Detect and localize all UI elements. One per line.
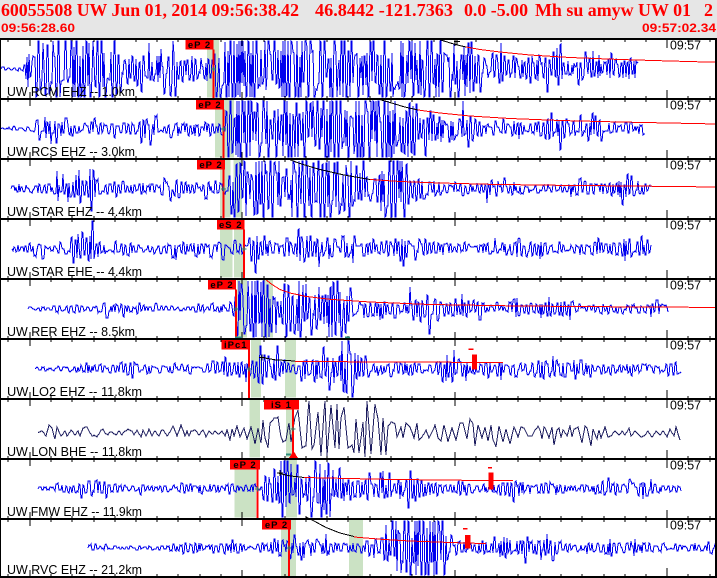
svg-text:09:57: 09:57	[670, 278, 701, 293]
svg-text:09:57: 09:57	[670, 398, 701, 413]
svg-text:Mh su amyw UW 01: Mh su amyw UW 01	[535, 0, 691, 20]
svg-text:09:57: 09:57	[670, 98, 701, 113]
svg-text:UW LO2 EHZ -- 11.8km: UW LO2 EHZ -- 11.8km	[7, 385, 142, 399]
svg-text:09:57:02.34: 09:57:02.34	[642, 21, 716, 35]
svg-text:09:57: 09:57	[670, 158, 701, 173]
svg-text:eP 2: eP 2	[188, 40, 211, 51]
svg-text:09:56:28.60: 09:56:28.60	[1, 21, 75, 35]
svg-text:UW STAR EHE -- 4.4km: UW STAR EHE -- 4.4km	[7, 265, 142, 279]
svg-text:0.0 -5.00: 0.0 -5.00	[464, 0, 528, 20]
svg-text:UW RCS EHZ -- 3.0km: UW RCS EHZ -- 3.0km	[7, 145, 135, 159]
svg-text:eP 2: eP 2	[199, 160, 222, 171]
svg-text:60055508 UW Jun 01, 2014 09:56: 60055508 UW Jun 01, 2014 09:56:38.42	[1, 0, 299, 20]
svg-text:eP 2: eP 2	[210, 280, 233, 291]
svg-text:eP 2: eP 2	[265, 520, 288, 531]
svg-text:eP 2: eP 2	[198, 100, 221, 111]
svg-text:eS 2: eS 2	[219, 220, 243, 231]
svg-text:iPc1: iPc1	[224, 340, 248, 351]
svg-text:UW LON BHE -- 11.8km: UW LON BHE -- 11.8km	[7, 445, 142, 459]
svg-text:UW STAR EHZ -- 4.4km: UW STAR EHZ -- 4.4km	[7, 205, 142, 219]
svg-text:09:57: 09:57	[670, 338, 701, 353]
svg-text:iS 1: iS 1	[271, 400, 292, 411]
svg-text:eP 2: eP 2	[233, 460, 256, 471]
svg-text:UW FMW EHZ -- 11.9km: UW FMW EHZ -- 11.9km	[7, 505, 142, 519]
svg-text:09:57: 09:57	[670, 38, 701, 53]
svg-text:09:57: 09:57	[670, 218, 701, 233]
svg-text:09:57: 09:57	[670, 518, 701, 533]
svg-text:2: 2	[704, 0, 713, 20]
svg-text:UW RER EHZ -- 8.5km: UW RER EHZ -- 8.5km	[7, 325, 135, 339]
svg-text:UW RCM EHZ -- 1.0km: UW RCM EHZ -- 1.0km	[7, 85, 135, 99]
svg-text:46.8442 -121.7363: 46.8442 -121.7363	[315, 0, 453, 20]
svg-text:UW RVC EHZ -- 21.2km: UW RVC EHZ -- 21.2km	[7, 563, 142, 577]
svg-text:09:57: 09:57	[670, 458, 701, 473]
